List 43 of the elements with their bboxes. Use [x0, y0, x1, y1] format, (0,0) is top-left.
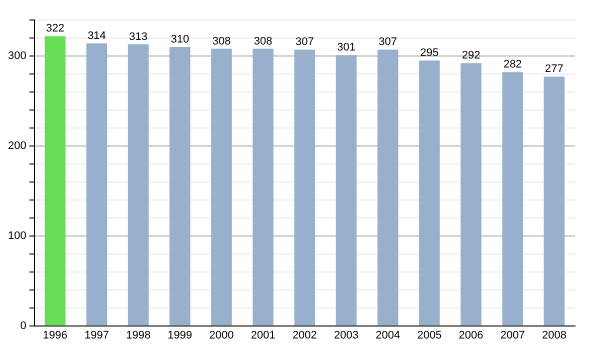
x-tick-label: 1998 [126, 329, 151, 342]
x-tick-label: 2001 [250, 329, 276, 342]
bar [377, 50, 398, 326]
y-tick-label: 300 [8, 50, 26, 62]
data-label: 301 [337, 42, 356, 54]
data-label: 307 [295, 36, 314, 48]
bar [502, 72, 524, 326]
x-tick-label: 2006 [458, 329, 484, 342]
bar [128, 44, 149, 326]
bar [44, 36, 66, 326]
data-label: 307 [378, 36, 398, 48]
x-tick-label: 1996 [42, 329, 68, 342]
data-label: 282 [503, 58, 522, 71]
bar [252, 48, 274, 326]
data-label: 308 [254, 35, 272, 48]
bar [211, 48, 232, 326]
data-label: 292 [462, 50, 480, 62]
x-tick-label: 2005 [417, 329, 442, 342]
y-tick-label: 200 [8, 140, 26, 152]
data-label: 310 [170, 34, 190, 46]
bar [86, 43, 108, 326]
x-tick-label: 2000 [209, 329, 234, 342]
data-label: 308 [212, 35, 231, 48]
data-label: 295 [420, 47, 439, 60]
y-tick-label: 0 [20, 320, 26, 332]
x-tick-label: 2007 [500, 329, 525, 342]
x-tick-label: 2002 [292, 329, 317, 342]
x-tick-label: 2003 [334, 329, 359, 342]
x-tick-label: 2004 [376, 329, 400, 342]
x-tick-label: 1997 [84, 329, 109, 342]
data-label: 322 [46, 22, 64, 35]
bar [544, 76, 565, 326]
data-label: 314 [88, 30, 106, 42]
bar [460, 63, 482, 326]
data-label: 313 [129, 30, 148, 43]
data-label: 277 [545, 63, 564, 76]
bar [336, 55, 357, 326]
bar [419, 60, 440, 326]
y-tick-label: 100 [8, 230, 26, 242]
bar [170, 46, 190, 326]
x-tick-label: 1999 [168, 329, 192, 342]
x-tick-label: 2008 [542, 329, 566, 342]
bar [294, 50, 316, 326]
